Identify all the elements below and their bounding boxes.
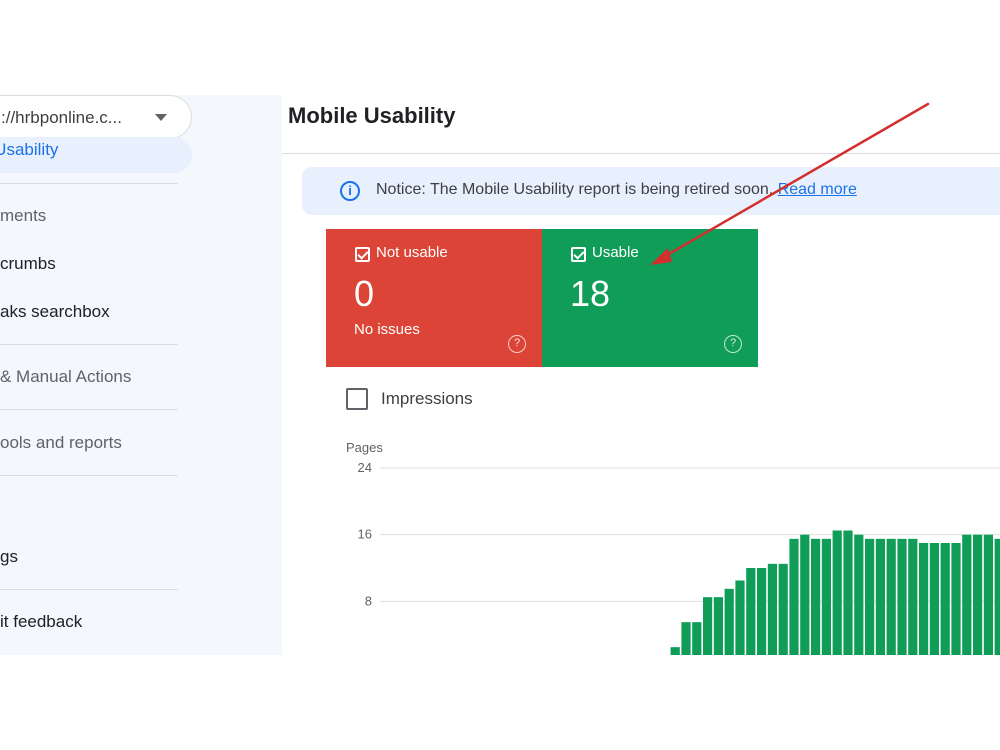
screenshot: ://hrbponline.c... e Usability ments cru…: [0, 95, 1000, 655]
chart-bar: [983, 534, 993, 655]
checkbox-checked-icon[interactable]: [571, 247, 586, 262]
chart-bar: [940, 543, 950, 655]
chart-bar: [735, 580, 745, 655]
impressions-label[interactable]: Impressions: [381, 389, 473, 408]
chart-bar: [811, 538, 821, 655]
chart-bar: [973, 534, 983, 655]
chart-bar: [703, 597, 713, 655]
chart-bars: [670, 530, 1000, 655]
read-more-link[interactable]: Read more: [777, 181, 857, 198]
chart-bar: [929, 543, 939, 655]
page-title: Mobile Usability: [288, 103, 456, 128]
chart-bar: [897, 538, 907, 655]
tile-label: Usable: [592, 244, 639, 261]
chart-bar: [670, 647, 680, 655]
chart-bar: [746, 568, 756, 655]
chart-bar: [713, 597, 723, 655]
chart-bar: [854, 534, 864, 655]
sidebar-divider: [0, 344, 178, 345]
not-usable-tile[interactable]: Not usable 0 No issues ?: [326, 229, 542, 367]
chart-bar: [843, 530, 853, 655]
chart-bar: [908, 538, 918, 655]
sidebar: ://hrbponline.c... e Usability ments cru…: [0, 95, 282, 655]
sidebar-item-mobile-usability[interactable]: e Usability: [0, 137, 192, 173]
sidebar-section-security-manual-actions[interactable]: & Manual Actions: [0, 367, 132, 386]
chart-bar: [919, 543, 929, 655]
tile-value: 18: [570, 273, 611, 314]
usable-tile[interactable]: Usable 18 ?: [542, 229, 758, 367]
chart-y-tick-label: 16: [358, 527, 372, 542]
tile-subtext: No issues: [354, 321, 420, 338]
chart-bar: [757, 568, 767, 655]
checkbox-checked-icon[interactable]: [355, 247, 370, 262]
chart-bar: [724, 588, 734, 655]
chart-bar: [886, 538, 896, 655]
chart-bar: [681, 622, 691, 655]
sidebar-divider: [0, 589, 178, 590]
impressions-checkbox[interactable]: [346, 388, 368, 410]
chart-bar: [951, 543, 961, 655]
help-icon[interactable]: ?: [724, 335, 742, 353]
chart-y-axis-label: Pages: [346, 440, 383, 455]
chart-bar: [865, 538, 875, 655]
chart-bar: [767, 563, 777, 655]
chart-bar: [800, 534, 810, 655]
property-url: ://hrbponline.c...: [1, 108, 122, 127]
sidebar-item-sitelinks-searchbox[interactable]: aks searchbox: [0, 302, 110, 321]
chart-y-ticks: 24 16 8: [358, 460, 372, 608]
chart-grid: [380, 467, 1000, 602]
sidebar-divider: [0, 183, 178, 184]
chart-bar: [832, 530, 842, 655]
chart-bar: [692, 622, 702, 655]
notice-message: Notice: The Mobile Usability report is b…: [376, 181, 774, 198]
chart-bar: [789, 538, 799, 655]
chart-y-tick-label: 24: [358, 460, 372, 475]
sidebar-section-legacy-tools[interactable]: ools and reports: [0, 433, 122, 452]
tile-value: 0: [354, 273, 375, 314]
chart-bar: [994, 538, 1000, 655]
sidebar-divider: [0, 475, 178, 476]
sidebar-section-enhancements: ments: [0, 206, 47, 225]
chart-bar: [962, 534, 972, 655]
sidebar-divider: [0, 409, 178, 410]
notice-text: Notice: The Mobile Usability report is b…: [376, 181, 857, 199]
pages-chart: Pages 24 16 8: [346, 440, 1000, 655]
chevron-down-icon[interactable]: [155, 114, 167, 121]
chart-y-tick-label: 8: [365, 593, 372, 608]
sidebar-item-label: e Usability: [0, 140, 59, 159]
tile-label: Not usable: [376, 244, 448, 261]
notice-banner: i Notice: The Mobile Usability report is…: [302, 167, 1000, 215]
chart-bar: [875, 538, 885, 655]
help-icon[interactable]: ?: [508, 335, 526, 353]
info-icon: i: [340, 181, 360, 201]
title-divider: [282, 153, 1000, 154]
main-content: Mobile Usability i Notice: The Mobile Us…: [282, 95, 1000, 655]
sidebar-item-submit-feedback[interactable]: it feedback: [0, 612, 83, 631]
chart-bar: [778, 563, 788, 655]
sidebar-item-breadcrumbs[interactable]: crumbs: [0, 254, 56, 273]
sidebar-item-settings[interactable]: gs: [0, 547, 18, 566]
property-selector[interactable]: ://hrbponline.c...: [0, 95, 192, 139]
chart-bar: [821, 538, 831, 655]
